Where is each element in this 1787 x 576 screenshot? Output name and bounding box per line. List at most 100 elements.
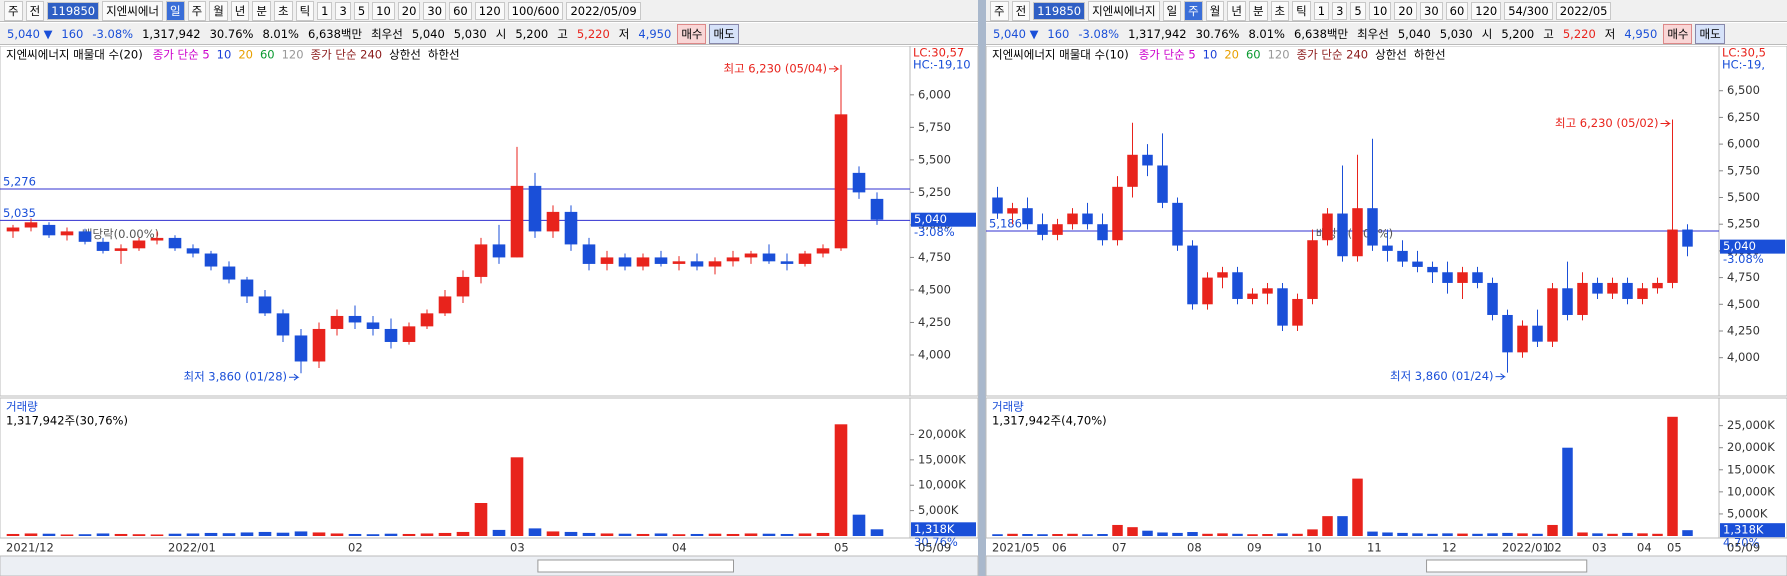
toolbar-button[interactable]: 3	[1332, 1, 1348, 20]
toolbar-button[interactable]: 2022/05	[1555, 1, 1612, 20]
chart-title: 지엔씨에너지 매물대 수(10)	[992, 48, 1129, 62]
quote-field[interactable]: 매도	[709, 23, 739, 44]
toolbar-button[interactable]: 20	[397, 1, 421, 20]
toolbar-button[interactable]: 전	[25, 0, 45, 21]
volume-bar	[600, 533, 614, 536]
toolbar-button[interactable]: 주	[1184, 0, 1203, 21]
candle-body	[132, 240, 146, 249]
volume-bar	[1247, 534, 1258, 536]
y-tick-label: 4,000	[918, 347, 951, 361]
volume-bar	[114, 533, 128, 536]
toolbar-button[interactable]: 2022/05/09	[566, 1, 641, 20]
y-tick-label: 4,750	[918, 250, 951, 264]
toolbar-button[interactable]: 5	[353, 1, 370, 20]
candle-body	[1037, 224, 1048, 235]
volume-bar	[816, 532, 830, 536]
toolbar-button[interactable]: 틱	[1292, 0, 1311, 21]
toolbar-button[interactable]: 119850	[1033, 1, 1086, 20]
toolbar-button[interactable]: 지엔씨에너지	[1088, 0, 1160, 21]
price-line-label: 5,276	[3, 175, 36, 189]
toolbar-button[interactable]: 년	[1227, 0, 1246, 21]
y-tick-label: 10,000K	[918, 478, 966, 492]
legend-item: 10	[1203, 48, 1218, 62]
y-tick-label: 5,500	[918, 152, 951, 166]
candle-body	[78, 231, 92, 242]
toolbar-button[interactable]: 초	[1270, 0, 1290, 21]
toolbar-button[interactable]: 20	[1394, 1, 1417, 20]
x-tick-label: 2022/01	[1502, 541, 1550, 555]
candle-body	[276, 313, 290, 336]
quote-field: 30.76%	[1195, 26, 1240, 41]
toolbar-button[interactable]: 분	[252, 0, 271, 21]
volume-bar	[474, 503, 488, 536]
candle-body	[1172, 202, 1183, 246]
toolbar-button[interactable]: 120	[1471, 1, 1502, 20]
toolbar-button[interactable]: 1	[1313, 1, 1330, 20]
y-tick-label: 15,000K	[918, 452, 966, 466]
toolbar-button[interactable]: 10	[1368, 1, 1392, 20]
toolbar-button[interactable]: 전	[1011, 0, 1031, 21]
quote-field: 6,638백만	[1294, 26, 1349, 41]
quote-field: 30.76%	[209, 26, 254, 41]
toolbar-button[interactable]: 주	[990, 0, 1009, 21]
volume-bar	[1517, 533, 1528, 536]
toolbar-button[interactable]: 주	[187, 0, 207, 21]
volume-bar	[1277, 533, 1288, 536]
candle-body	[1457, 272, 1468, 283]
volume-ratio: 4.70%	[1723, 536, 1760, 550]
scroll-thumb[interactable]	[537, 559, 735, 573]
toolbar-button[interactable]: 월	[209, 0, 228, 21]
x-tick-label: 05	[834, 541, 849, 555]
candle-body	[1592, 282, 1603, 294]
volume-bar	[528, 528, 542, 536]
volume-bar	[1397, 532, 1408, 536]
toolbar-button[interactable]: 120	[474, 1, 505, 20]
toolbar: 주 전 119850 지엔씨에너지 일 주 월 년 분 초 틱 1 3 5 10 20 30 60 120 54/30…	[986, 0, 1787, 22]
toolbar-button[interactable]: 1	[317, 1, 333, 20]
y-tick-label: 5,250	[918, 185, 951, 199]
candle-body	[1682, 229, 1693, 247]
volume-bar	[366, 534, 380, 536]
candle-body	[348, 315, 362, 323]
toolbar-button[interactable]: 30	[423, 1, 447, 20]
volume-bar	[690, 533, 704, 536]
candle-body	[438, 296, 452, 314]
toolbar-button[interactable]: 분	[1248, 0, 1268, 21]
candle-body	[1427, 266, 1438, 273]
volume-bar	[780, 533, 794, 536]
scroll-thumb[interactable]	[1426, 559, 1588, 573]
toolbar-button[interactable]: 틱	[295, 0, 315, 21]
toolbar-button[interactable]: 10	[372, 1, 395, 20]
toolbar-button[interactable]: 60	[1445, 1, 1469, 20]
toolbar-button[interactable]: 119850	[47, 1, 100, 20]
volume-title: 거래량	[992, 400, 1024, 414]
toolbar-button[interactable]: 5	[1350, 1, 1366, 20]
volume-bar	[240, 532, 254, 536]
toolbar-button[interactable]: 지엔씨에너	[102, 0, 163, 21]
legend-item: 종가 단순 240	[311, 48, 383, 62]
quote-field[interactable]: 매도	[1695, 23, 1725, 44]
toolbar-button[interactable]: 초	[273, 0, 293, 21]
toolbar-button[interactable]: 일	[1162, 0, 1182, 21]
quote-field[interactable]: 매수	[1663, 23, 1693, 44]
x-tick-label: 10	[1307, 541, 1322, 555]
toolbar-button[interactable]: 3	[335, 1, 351, 20]
candle-body	[726, 257, 740, 262]
toolbar-button[interactable]: 60	[449, 1, 472, 20]
toolbar-button[interactable]: 일	[166, 0, 185, 21]
toolbar-button[interactable]: 30	[1420, 1, 1443, 20]
y-tick-label: 6,000	[1727, 137, 1760, 151]
quote-field: 5,220	[1562, 26, 1596, 41]
toolbar-button[interactable]: 100/600	[507, 1, 564, 20]
toolbar-button[interactable]: 주	[4, 0, 23, 21]
x-tick-label: 09	[1247, 541, 1262, 555]
quote-field[interactable]: 매수	[677, 23, 707, 44]
toolbar-button[interactable]: 54/300	[1504, 1, 1553, 20]
volume-bar	[1592, 533, 1603, 536]
volume-bar	[1667, 416, 1678, 536]
volume-bar	[798, 533, 812, 536]
x-tick-label: 04	[1637, 541, 1652, 555]
toolbar-button[interactable]: 월	[1205, 0, 1225, 21]
toolbar-button[interactable]: 년	[230, 0, 250, 21]
candle-body	[1502, 314, 1513, 353]
